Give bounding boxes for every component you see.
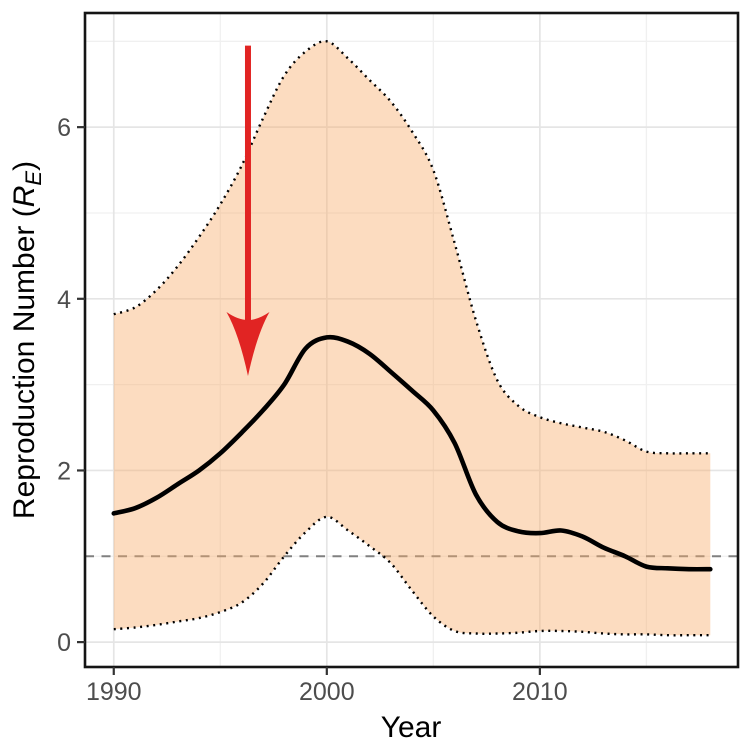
series-lines-group — [111, 39, 713, 637]
y-tick-label: 6 — [57, 114, 71, 142]
x-axis-title: Year — [381, 711, 442, 744]
decline-arrow-group — [226, 45, 270, 377]
panel-border — [83, 11, 740, 669]
y-axis-title: Reproduction Number (RE) — [8, 161, 46, 519]
decline-arrow-head — [226, 312, 270, 377]
y-axis-title-prefix: Reproduction Number ( — [8, 207, 41, 519]
gridlines-major — [85, 13, 738, 667]
axes-group: 1990 2000 2010 0 2 4 6 — [57, 114, 568, 706]
y-tick-label: 4 — [57, 286, 71, 314]
x-tick-label: 2010 — [512, 678, 568, 706]
x-tick-label: 1990 — [86, 678, 142, 706]
y-tick-label: 2 — [57, 457, 71, 485]
credible-interval-band-group — [113, 41, 711, 636]
y-tick-label: 0 — [57, 629, 71, 657]
median-line — [111, 334, 713, 572]
credible-interval-band — [113, 41, 711, 636]
y-axis-title-subscript: E — [21, 171, 46, 186]
x-tick-label: 2000 — [299, 678, 355, 706]
y-axis-title-suffix: ) — [8, 161, 41, 171]
y-axis-title-symbol: R — [8, 186, 41, 208]
gridlines-minor — [85, 13, 738, 667]
panel-border-group — [83, 11, 740, 669]
upper-credible-bound-line — [113, 39, 711, 455]
